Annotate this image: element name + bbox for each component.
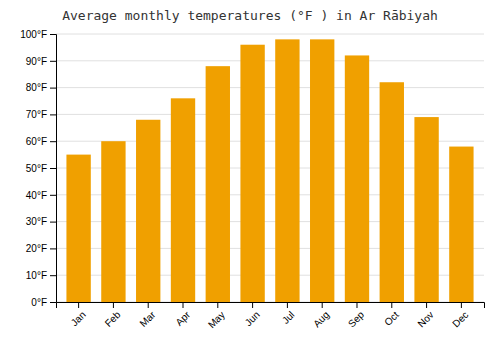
y-tick: 30°F [26, 216, 56, 227]
tick-mark [50, 114, 56, 115]
y-tick: 50°F [26, 163, 56, 174]
bar [345, 55, 369, 302]
bars [66, 39, 473, 302]
tick-mark [391, 302, 392, 308]
bar [206, 66, 230, 302]
tick-label: Feb [103, 309, 123, 329]
grid-line [56, 114, 484, 115]
y-axis: 0°F 10°F 20°F 30°F 40°F 50°F 60°F 70°F 80°F 90°F 1… [20, 29, 56, 308]
grid-line [56, 87, 484, 88]
y-tick: 100°F [20, 29, 56, 40]
tick-mark [356, 302, 357, 308]
tick-mark [50, 248, 56, 249]
tick-mark [50, 302, 56, 303]
x-axis: Jan Feb Mar Apr May Jun Jul Aug Sep Oct Nov Dec [57, 302, 485, 330]
chart-title: Average monthly temperatures (°F ) in Ar… [62, 8, 438, 23]
tick-mark [287, 302, 288, 308]
bar [275, 39, 299, 302]
bar [414, 117, 438, 302]
chart-svg: Average monthly temperatures (°F ) in Ar… [0, 0, 500, 350]
tick-label: Dec [450, 309, 470, 329]
x-tick: Nov [415, 302, 435, 329]
y-tick: 40°F [26, 190, 56, 201]
tick-mark [113, 302, 114, 308]
tick-label: 30°F [26, 216, 47, 227]
tick-mark [50, 168, 56, 169]
tick-label: Jun [243, 309, 262, 328]
y-tick: 90°F [26, 56, 56, 67]
x-tick: Aug [311, 302, 331, 329]
chart-container: Average monthly temperatures (°F ) in Ar… [0, 0, 500, 350]
x-tick: Oct [382, 302, 401, 328]
tick-label: Jul [280, 309, 297, 326]
tick-mark [148, 302, 149, 308]
tick-label: Mar [137, 309, 157, 329]
tick-label: Sep [346, 309, 367, 330]
y-tick: 60°F [26, 136, 56, 147]
tick-label: 20°F [26, 243, 47, 254]
x-tick: Feb [103, 302, 123, 329]
tick-mark [183, 302, 184, 308]
axis-line [57, 303, 485, 309]
tick-mark [217, 302, 218, 308]
tick-mark [50, 141, 56, 142]
x-tick: Jul [280, 302, 297, 326]
tick-mark [50, 88, 56, 89]
y-tick: 0°F [31, 297, 56, 308]
y-tick: 10°F [26, 270, 56, 281]
x-tick: Mar [137, 302, 157, 329]
x-tick: Sep [346, 302, 367, 329]
x-tick: May [206, 302, 227, 330]
y-tick: 80°F [26, 82, 56, 93]
plot-area: 0°F 10°F 20°F 30°F 40°F 50°F 60°F 70°F 80°F 90°F 1… [20, 29, 484, 331]
bar [310, 39, 334, 302]
tick-label: 90°F [26, 56, 47, 67]
tick-label: 50°F [26, 163, 47, 174]
tick-mark [50, 34, 56, 35]
grid-line [56, 60, 484, 61]
tick-mark [50, 61, 56, 62]
tick-label: 40°F [26, 190, 47, 201]
bar [101, 141, 125, 302]
bar [240, 45, 264, 302]
x-tick: Apr [173, 302, 192, 328]
x-tick: Jun [243, 302, 262, 328]
tick-label: Nov [415, 309, 435, 329]
tick-label: 70°F [26, 109, 47, 120]
tick-label: 10°F [26, 270, 47, 281]
bar [171, 98, 195, 302]
grid-line [56, 34, 484, 35]
tick-mark [426, 302, 427, 308]
tick-mark [78, 302, 79, 308]
tick-label: Apr [173, 309, 192, 328]
tick-label: Oct [382, 309, 401, 328]
tick-label: 0°F [31, 297, 47, 308]
tick-mark [50, 195, 56, 196]
grid [56, 34, 484, 302]
tick-label: 80°F [26, 82, 47, 93]
tick-label: 60°F [26, 136, 47, 147]
axis-line [50, 35, 57, 303]
bar [380, 82, 404, 302]
bar [136, 120, 160, 302]
tick-mark [322, 302, 323, 308]
tick-label: 100°F [20, 29, 47, 40]
tick-mark [50, 222, 56, 223]
tick-label: Aug [311, 309, 331, 329]
x-tick: Dec [450, 302, 470, 329]
tick-mark [252, 302, 253, 308]
bar [449, 147, 473, 302]
x-tick: Jan [69, 302, 88, 328]
tick-label: May [206, 309, 227, 330]
y-tick: 70°F [26, 109, 56, 120]
tick-mark [461, 302, 462, 308]
bar [66, 155, 90, 302]
tick-mark [50, 275, 56, 276]
y-tick: 20°F [26, 243, 56, 254]
tick-label: Jan [69, 309, 88, 328]
